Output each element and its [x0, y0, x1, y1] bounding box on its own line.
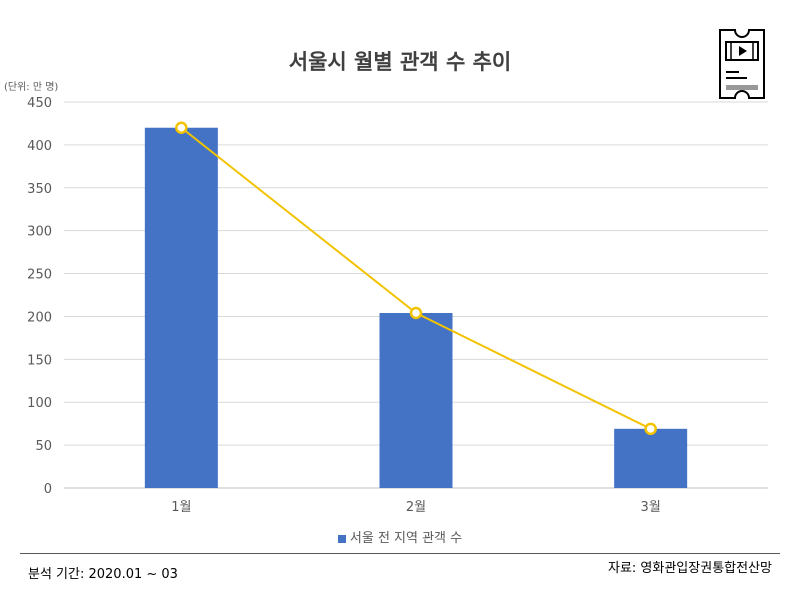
x-tick-label: 3월	[641, 500, 661, 515]
y-tick-label: 200	[27, 310, 52, 325]
bars	[144, 127, 688, 488]
movie-ticket-icon	[717, 28, 767, 100]
y-tick-label: 100	[27, 396, 52, 411]
bar	[144, 127, 218, 488]
chart-title: 서울시 월별 관객 수 추이	[288, 50, 512, 74]
y-tick-label: 250	[27, 268, 52, 283]
analysis-period: 분석 기간: 2020.01 ~ 03	[28, 567, 178, 582]
y-tick-label: 150	[27, 353, 52, 368]
y-tick-label: 450	[27, 96, 52, 111]
y-tick-label: 50	[35, 439, 52, 454]
legend-swatch	[337, 534, 346, 543]
x-tick-labels: 1월 2월 3월	[171, 500, 661, 515]
y-tick-label: 350	[27, 182, 52, 197]
bar	[614, 428, 688, 488]
footer-divider	[20, 553, 780, 554]
y-tick-label: 300	[27, 225, 52, 240]
x-tick-label: 2월	[406, 500, 426, 515]
data-source: 자료: 영화관입장권통합전산망	[608, 561, 772, 576]
legend-label: 서울 전 지역 관객 수	[349, 531, 463, 546]
y-tick-label: 400	[27, 139, 52, 154]
unit-label: (단위: 만 명)	[4, 82, 59, 93]
y-tick-label: 0	[44, 482, 52, 497]
line-point	[175, 121, 188, 134]
line-point	[409, 306, 423, 320]
line-point	[644, 422, 657, 436]
chart-plot: 0 50 100 150 200 250 300 350 400 450 1월 2월 3월	[27, 96, 768, 515]
x-tick-label: 1월	[171, 500, 191, 515]
bar	[379, 313, 453, 488]
y-tick-labels: 0 50 100 150 200 250 300 350 400 450	[27, 96, 52, 497]
legend: 서울 전 지역 관객 수	[0, 527, 800, 546]
trend-line	[175, 121, 657, 436]
